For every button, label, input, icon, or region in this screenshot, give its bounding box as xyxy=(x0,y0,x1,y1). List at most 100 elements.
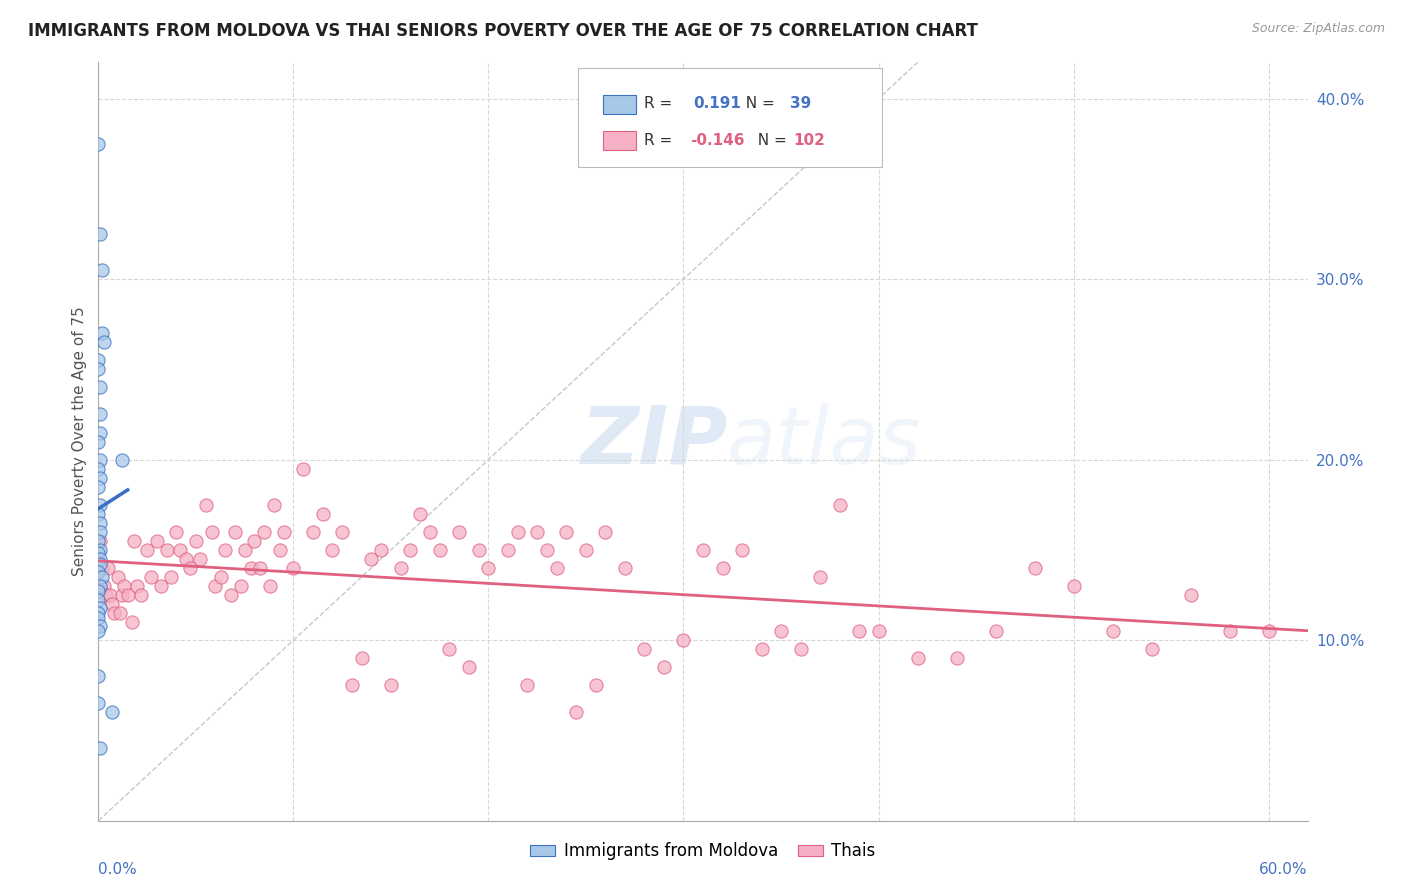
Point xyxy=(477,561,499,575)
Point xyxy=(449,524,471,539)
Point xyxy=(214,542,236,557)
Point xyxy=(93,579,115,593)
Point xyxy=(419,524,441,539)
FancyBboxPatch shape xyxy=(603,95,637,113)
Point xyxy=(380,678,402,692)
Point xyxy=(516,678,538,692)
Text: 0.191: 0.191 xyxy=(693,96,741,112)
Point xyxy=(399,542,422,557)
Text: ZIP: ZIP xyxy=(579,402,727,481)
Point xyxy=(321,542,343,557)
Point xyxy=(219,588,242,602)
Point xyxy=(389,561,412,575)
Point xyxy=(848,624,870,639)
Point xyxy=(340,678,363,692)
Point xyxy=(89,452,111,467)
Point xyxy=(101,597,124,611)
Text: IMMIGRANTS FROM MOLDOVA VS THAI SENIORS POVERTY OVER THE AGE OF 75 CORRELATION C: IMMIGRANTS FROM MOLDOVA VS THAI SENIORS … xyxy=(28,22,979,40)
Point xyxy=(751,642,773,657)
Point xyxy=(91,561,114,575)
Point xyxy=(263,498,285,512)
Point xyxy=(89,542,111,557)
Point xyxy=(179,561,201,575)
Point xyxy=(87,624,110,639)
Legend: Immigrants from Moldova, Thais: Immigrants from Moldova, Thais xyxy=(524,836,882,867)
Point xyxy=(89,579,111,593)
Point xyxy=(1101,624,1123,639)
Point xyxy=(87,353,110,368)
Point xyxy=(330,524,353,539)
Point xyxy=(89,600,111,615)
Point xyxy=(370,542,392,557)
Point xyxy=(253,524,276,539)
Point xyxy=(89,498,111,512)
Point xyxy=(1063,579,1085,593)
Point xyxy=(174,552,197,566)
Point xyxy=(269,542,291,557)
Point xyxy=(1140,642,1163,657)
Point xyxy=(87,546,110,560)
Point xyxy=(209,570,232,584)
Point xyxy=(711,561,734,575)
Point xyxy=(595,524,617,539)
Point xyxy=(439,642,461,657)
Point xyxy=(273,524,295,539)
Point xyxy=(89,533,111,548)
Point xyxy=(1180,588,1202,602)
Point xyxy=(112,579,135,593)
FancyBboxPatch shape xyxy=(578,68,882,167)
Point xyxy=(614,561,637,575)
Point xyxy=(633,642,655,657)
Point xyxy=(97,561,120,575)
Point xyxy=(200,524,222,539)
Point xyxy=(731,542,754,557)
Point xyxy=(139,570,162,584)
Point xyxy=(87,696,110,710)
Point xyxy=(194,498,217,512)
Point xyxy=(409,507,432,521)
Point xyxy=(496,542,519,557)
Point xyxy=(87,136,110,151)
Point xyxy=(506,524,529,539)
Point xyxy=(111,588,134,602)
FancyBboxPatch shape xyxy=(603,131,637,150)
Point xyxy=(769,624,792,639)
Point xyxy=(350,651,373,665)
Text: R =: R = xyxy=(644,133,676,148)
Point xyxy=(283,561,305,575)
Point xyxy=(585,678,607,692)
Point xyxy=(122,533,145,548)
Point xyxy=(312,507,335,521)
Point xyxy=(89,470,111,484)
Point xyxy=(224,524,246,539)
Point xyxy=(87,565,110,579)
Point xyxy=(672,633,695,648)
Point xyxy=(229,579,252,593)
Text: 60.0%: 60.0% xyxy=(1260,863,1308,878)
Text: atlas: atlas xyxy=(727,402,922,481)
Point xyxy=(131,588,153,602)
Point xyxy=(89,227,111,241)
Point xyxy=(87,533,110,548)
Point xyxy=(93,335,115,350)
Point xyxy=(101,706,124,720)
Point xyxy=(159,570,181,584)
Point xyxy=(87,362,110,376)
Point xyxy=(89,425,111,440)
Point xyxy=(292,461,315,475)
Point xyxy=(96,588,118,602)
Point xyxy=(302,524,325,539)
Point xyxy=(89,618,111,632)
Point xyxy=(907,651,929,665)
Point xyxy=(87,507,110,521)
Point xyxy=(89,380,111,394)
Point xyxy=(204,579,226,593)
Point xyxy=(127,579,149,593)
Point xyxy=(87,434,110,449)
Point xyxy=(89,408,111,422)
Point xyxy=(868,624,890,639)
Point xyxy=(87,584,110,599)
Point xyxy=(945,651,967,665)
Point xyxy=(1257,624,1279,639)
Point xyxy=(429,542,451,557)
